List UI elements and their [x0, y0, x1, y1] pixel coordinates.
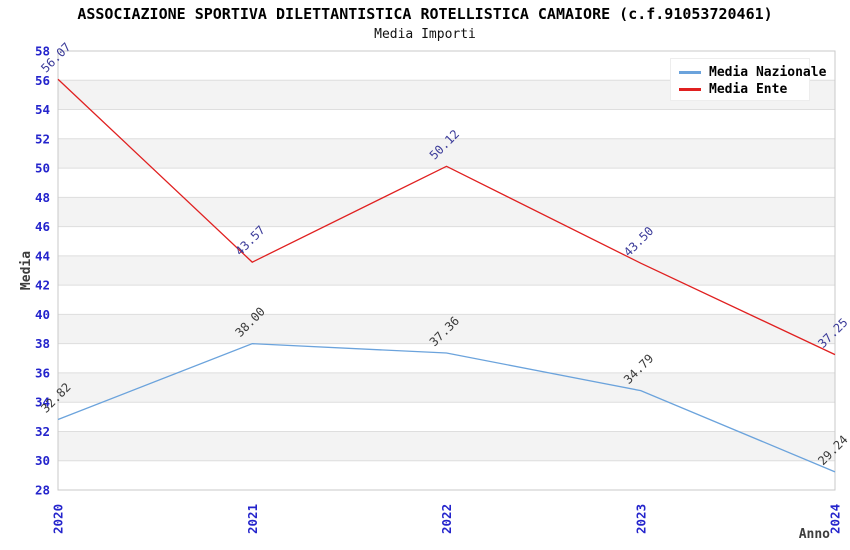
y-axis-title: Media	[19, 251, 34, 290]
y-tick-label: 32	[35, 424, 50, 439]
grid-band	[58, 431, 835, 461]
grid-band	[58, 197, 835, 227]
series-line-media-ente	[57, 78, 836, 356]
y-tick-label: 38	[35, 336, 50, 351]
chart-subtitle: Media Importi	[374, 27, 476, 42]
legend-swatch-media-nazionale-icon	[679, 71, 701, 74]
grid-band	[58, 314, 835, 344]
data-point-label-media-ente: 43.57	[232, 223, 267, 258]
y-tick-label: 36	[35, 365, 50, 380]
x-axis-title: Anno	[799, 527, 830, 542]
x-tick-label: 2022	[439, 504, 454, 534]
grid-band	[58, 138, 835, 169]
x-tick-label: 2024	[828, 504, 843, 534]
x-tick-label: 2021	[245, 504, 260, 534]
plot-frame	[57, 50, 836, 491]
y-tick-label: 50	[35, 161, 50, 176]
y-tick-label: 58	[35, 44, 50, 59]
x-tick-label: 2020	[51, 504, 66, 534]
legend-swatch-media-ente-icon	[679, 88, 701, 91]
y-tick-label: 46	[35, 219, 50, 234]
legend-item-media-ente: Media Ente	[679, 81, 809, 98]
y-tick-label: 56	[35, 73, 50, 88]
y-tick-label: 30	[35, 453, 50, 468]
legend-label-media-ente: Media Ente	[709, 82, 788, 97]
chart-legend: Media Nazionale Media Ente	[670, 58, 826, 101]
y-tick-label: 28	[35, 483, 50, 498]
grid-band	[58, 372, 835, 403]
y-tick-label: 52	[35, 131, 50, 146]
x-tick-label: 2023	[633, 504, 648, 534]
y-tick-label: 48	[35, 190, 50, 205]
series-line-media-nazionale	[57, 343, 836, 473]
chart-title: ASSOCIAZIONE SPORTIVA DILETTANTISTICA RO…	[77, 5, 773, 23]
legend-item-media-nazionale: Media Nazionale	[679, 64, 826, 81]
y-tick-label: 44	[35, 248, 50, 263]
y-tick-label: 54	[35, 102, 50, 117]
y-tick-label: 40	[35, 307, 50, 322]
y-tick-label: 34	[35, 395, 50, 410]
data-point-label-media-ente: 43.50	[621, 224, 656, 259]
y-tick-label: 42	[35, 278, 50, 293]
legend-label-media-nazionale: Media Nazionale	[709, 65, 827, 80]
grid-band	[58, 255, 835, 286]
